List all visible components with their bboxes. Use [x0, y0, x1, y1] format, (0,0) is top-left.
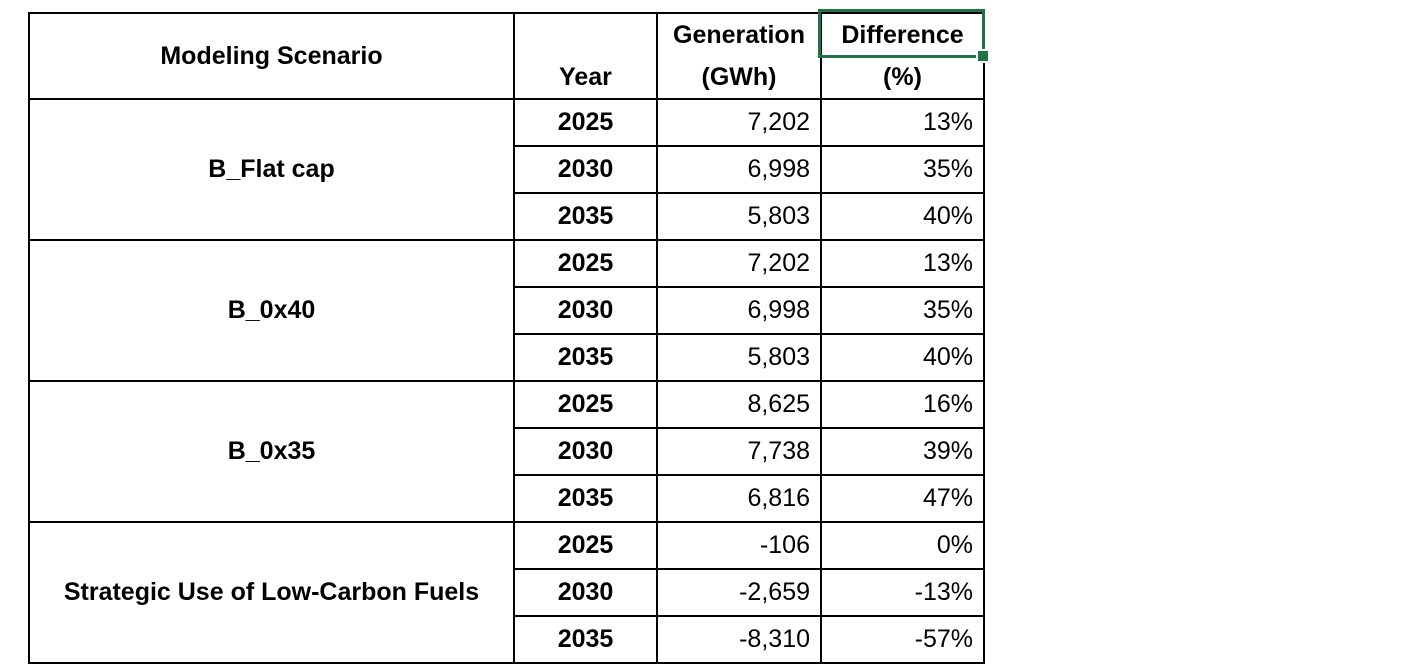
scenario-table: Modeling Scenario Year Generation (GWh) …: [28, 12, 985, 664]
table-row: 2035 6,816 47%: [29, 474, 985, 523]
difference-cell[interactable]: 16%: [820, 380, 985, 429]
header-generation-line1: Generation: [673, 20, 805, 49]
generation-cell[interactable]: -8,310: [656, 615, 822, 664]
scenario-cell[interactable]: B_0x35: [28, 380, 515, 523]
fill-handle[interactable]: [976, 49, 990, 63]
year-cell[interactable]: 2030: [513, 286, 658, 335]
table-row: 2030 7,738 39%: [29, 427, 985, 476]
scenario-cell[interactable]: Strategic Use of Low-Carbon Fuels: [28, 521, 515, 664]
table-row: B_Flat cap 2025 7,202 13%: [28, 98, 985, 241]
year-cell[interactable]: 2035: [513, 192, 658, 241]
year-cell[interactable]: 2035: [513, 474, 658, 523]
table-row: 2035 5,803 40%: [29, 192, 985, 241]
year-cell[interactable]: 2030: [513, 568, 658, 617]
scenario-cell[interactable]: B_Flat cap: [28, 98, 515, 241]
table-row: Strategic Use of Low-Carbon Fuels 2025 -…: [28, 521, 985, 664]
year-cell[interactable]: 2035: [513, 615, 658, 664]
generation-cell[interactable]: 6,816: [656, 474, 822, 523]
generation-cell[interactable]: 5,803: [656, 333, 822, 382]
generation-cell[interactable]: 7,202: [656, 239, 822, 288]
generation-cell[interactable]: 7,202: [656, 98, 822, 147]
generation-cell[interactable]: 8,625: [656, 380, 822, 429]
header-year-label: Year: [559, 62, 612, 91]
header-difference[interactable]: Difference (%): [820, 12, 985, 100]
difference-cell[interactable]: 35%: [820, 145, 985, 194]
header-difference-line1: Difference: [841, 20, 964, 49]
year-cell[interactable]: 2025: [513, 98, 658, 147]
header-generation-line2: (GWh): [701, 62, 777, 91]
year-cell[interactable]: 2030: [513, 427, 658, 476]
header-modeling-scenario[interactable]: Modeling Scenario: [28, 12, 515, 100]
scenario-cell[interactable]: B_0x40: [28, 239, 515, 382]
year-cell[interactable]: 2025: [513, 239, 658, 288]
difference-cell[interactable]: 40%: [820, 192, 985, 241]
difference-cell[interactable]: 40%: [820, 333, 985, 382]
year-cell[interactable]: 2025: [513, 521, 658, 570]
difference-cell[interactable]: 47%: [820, 474, 985, 523]
year-cell[interactable]: 2030: [513, 145, 658, 194]
difference-cell[interactable]: -13%: [820, 568, 985, 617]
header-generation[interactable]: Generation (GWh): [656, 12, 822, 100]
difference-cell[interactable]: 0%: [820, 521, 985, 570]
generation-cell[interactable]: -2,659: [656, 568, 822, 617]
table-row: 2030 6,998 35%: [29, 286, 985, 335]
header-modeling-scenario-label: Modeling Scenario: [160, 41, 383, 70]
year-cell[interactable]: 2035: [513, 333, 658, 382]
spreadsheet-table-region: Modeling Scenario Year Generation (GWh) …: [28, 9, 990, 664]
header-row: Modeling Scenario Year Generation (GWh) …: [28, 12, 985, 100]
generation-cell[interactable]: 7,738: [656, 427, 822, 476]
header-difference-line2: (%): [883, 62, 922, 91]
table-row: B_0x35 2025 8,625 16%: [28, 380, 985, 523]
difference-cell[interactable]: 39%: [820, 427, 985, 476]
table-row: 2030 -2,659 -13%: [29, 568, 985, 617]
difference-cell[interactable]: -57%: [820, 615, 985, 664]
year-cell[interactable]: 2025: [513, 380, 658, 429]
difference-cell[interactable]: 13%: [820, 239, 985, 288]
difference-cell[interactable]: 35%: [820, 286, 985, 335]
table-row: 2030 6,998 35%: [29, 145, 985, 194]
table-row: 2035 5,803 40%: [29, 333, 985, 382]
generation-cell[interactable]: 5,803: [656, 192, 822, 241]
generation-cell[interactable]: 6,998: [656, 286, 822, 335]
generation-cell[interactable]: 6,998: [656, 145, 822, 194]
table-row: B_0x40 2025 7,202 13%: [28, 239, 985, 382]
difference-cell[interactable]: 13%: [820, 98, 985, 147]
generation-cell[interactable]: -106: [656, 521, 822, 570]
header-year[interactable]: Year: [513, 12, 658, 100]
